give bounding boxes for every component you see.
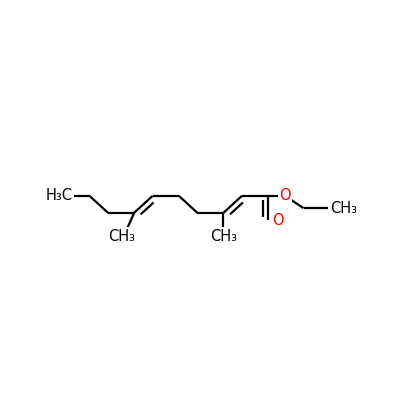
Text: CH₃: CH₃ <box>330 201 357 216</box>
Text: H₃C: H₃C <box>46 188 72 203</box>
Text: O: O <box>279 188 291 203</box>
Text: CH₃: CH₃ <box>210 228 237 244</box>
Text: CH₃: CH₃ <box>108 228 135 244</box>
Text: O: O <box>272 213 284 228</box>
